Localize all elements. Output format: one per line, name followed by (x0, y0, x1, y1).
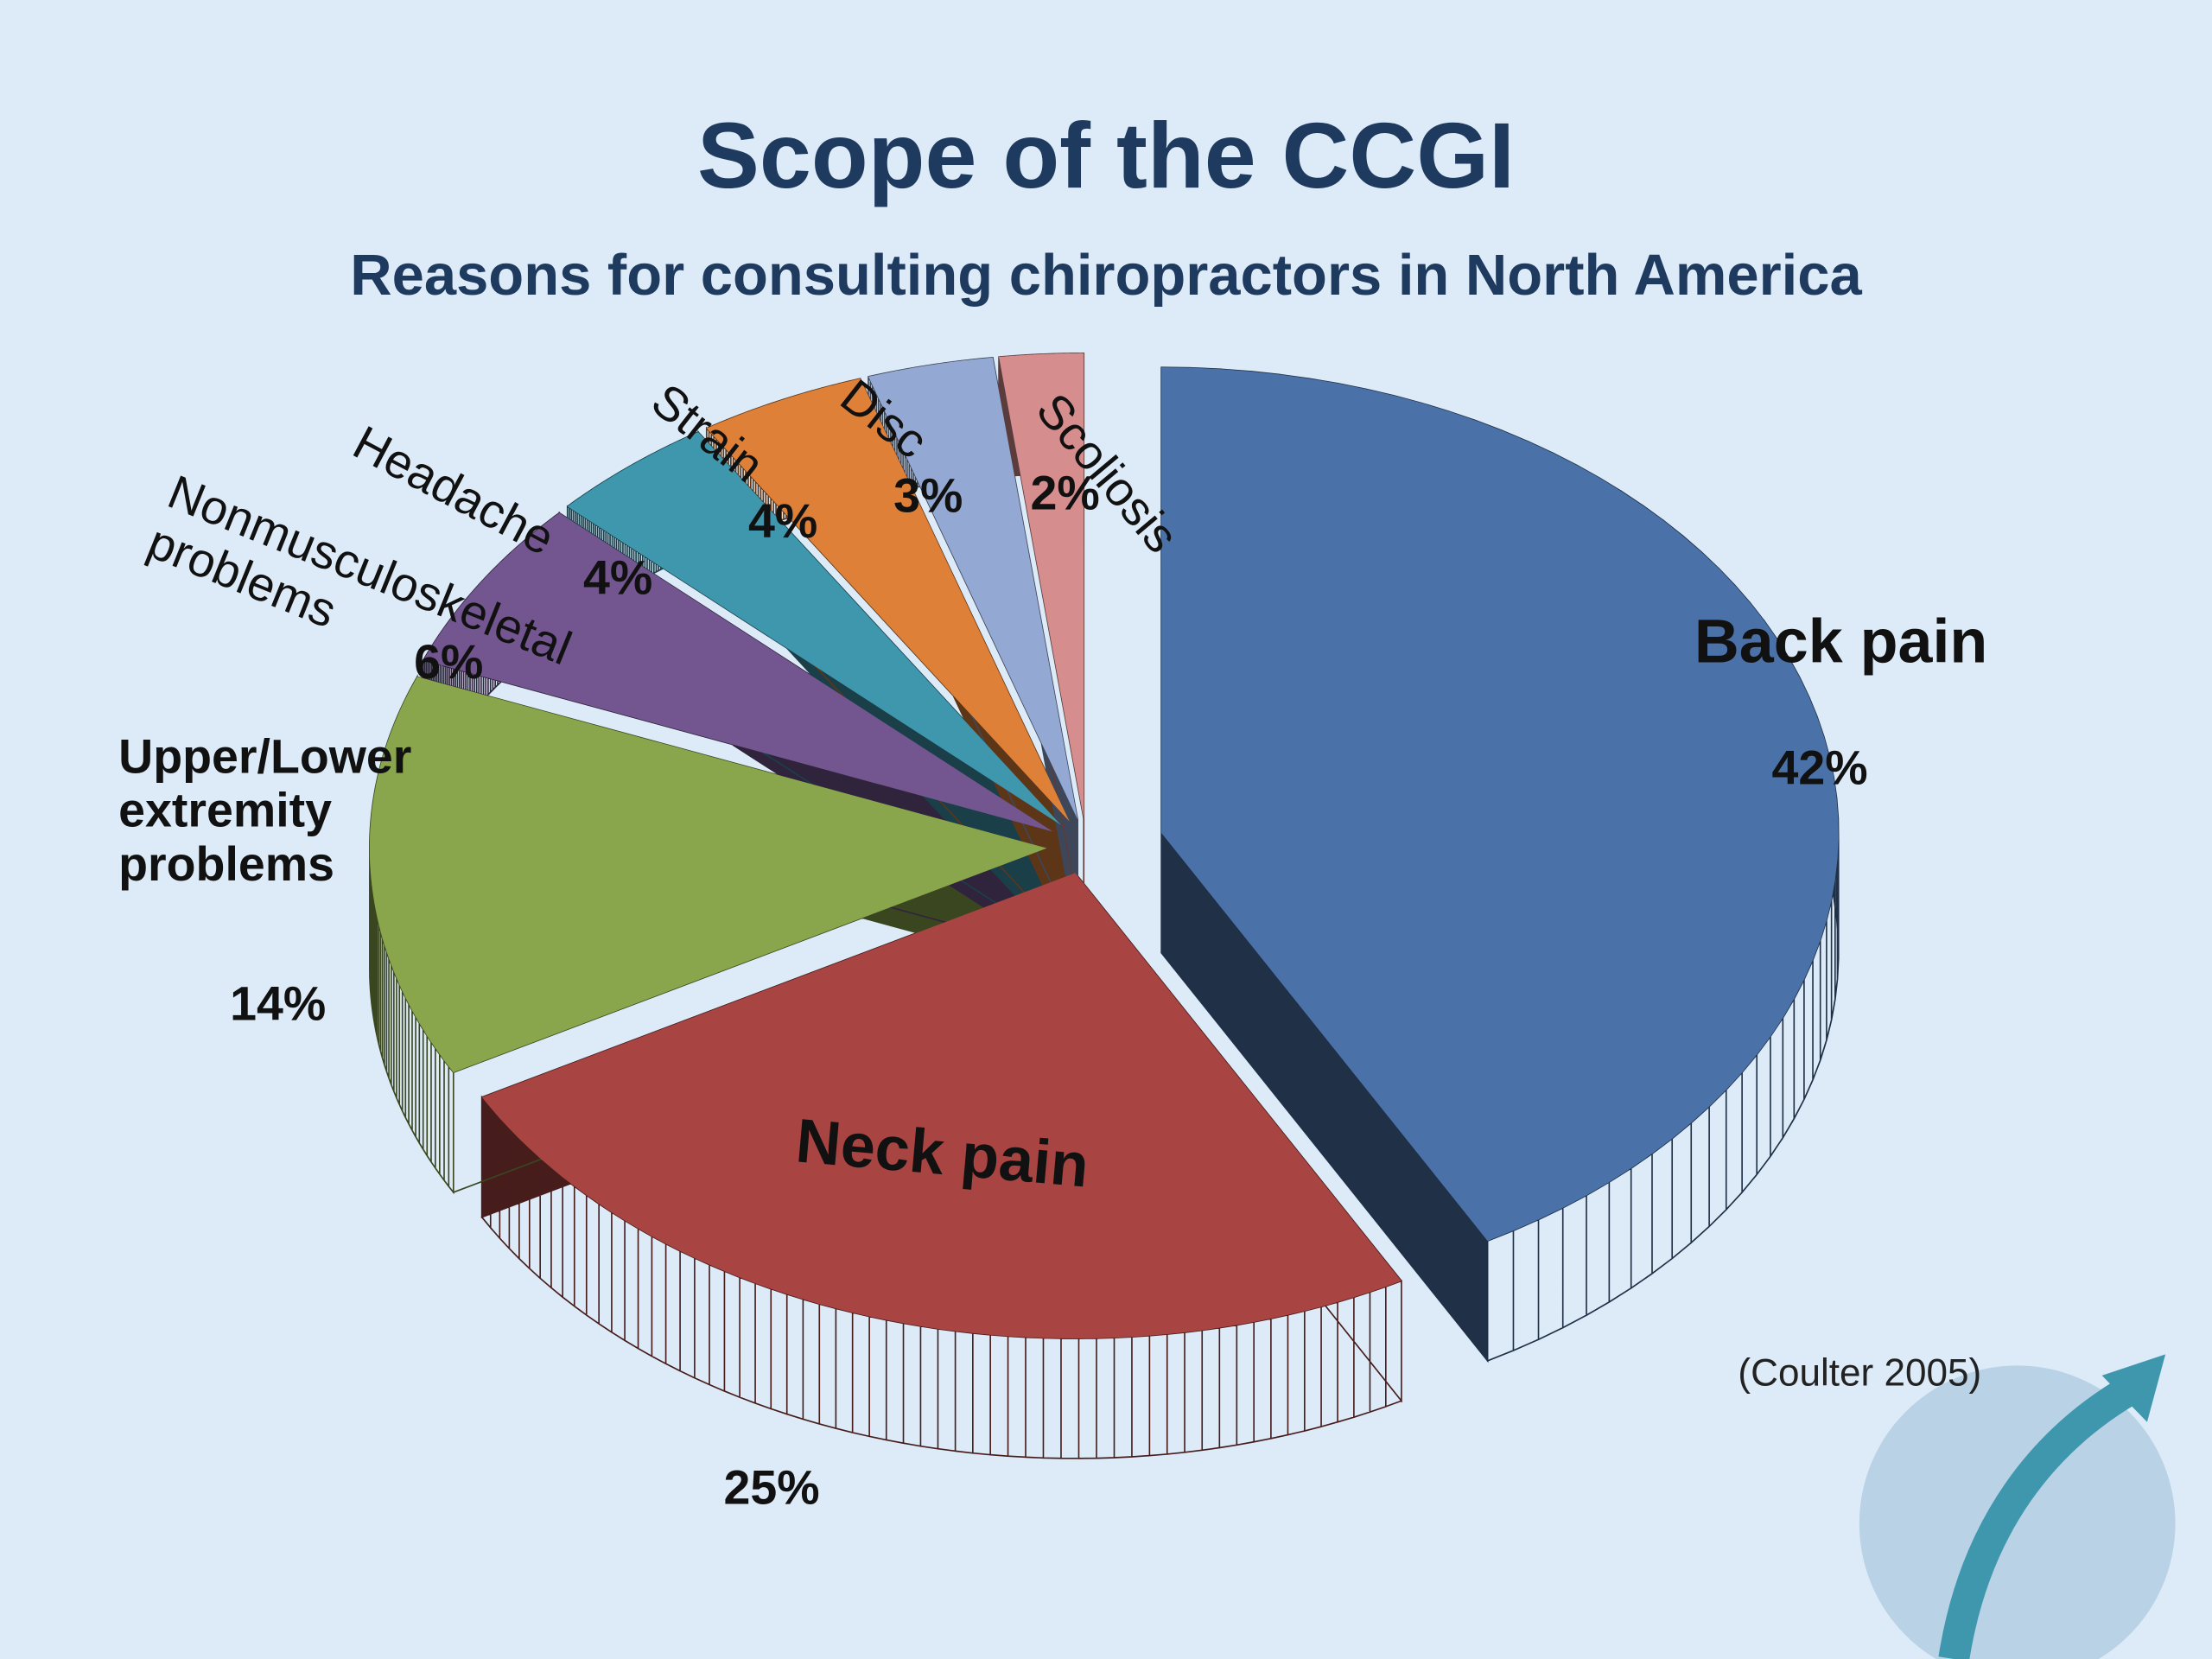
value-label: 3% (893, 469, 963, 524)
slice (999, 353, 1084, 819)
value-label: 2% (1030, 467, 1100, 521)
slice-label: Upper/Lower extremity problems (118, 730, 412, 893)
slice (1161, 367, 1839, 1242)
value-label: 25% (723, 1461, 820, 1516)
slice-label: Back pain (1694, 607, 1988, 677)
slice (423, 512, 1053, 832)
value-label: 42% (1771, 741, 1868, 796)
value-label: 6% (414, 636, 484, 690)
chart-subtitle: Reasons for consulting chiropractors in … (350, 242, 1862, 308)
value-label: 14% (230, 977, 327, 1032)
source-note: (Coulter 2005) (1738, 1351, 1982, 1395)
slice (481, 873, 1402, 1339)
value-label: 4% (582, 551, 653, 606)
chart-title: Scope of the CCGI (697, 103, 1515, 207)
value-label: 4% (748, 494, 818, 550)
slice (868, 357, 1078, 820)
slice (706, 378, 1070, 822)
logo (1859, 1354, 2176, 1659)
slice (369, 677, 1047, 1073)
slice (567, 432, 1062, 825)
